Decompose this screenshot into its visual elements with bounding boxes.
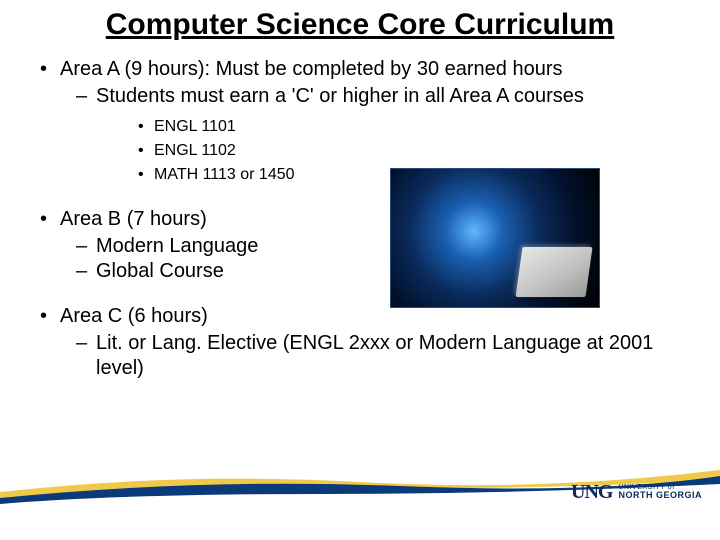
logo-mark: UNG: [571, 481, 612, 504]
area-c-item: Lit. or Lang. Elective (ENGL 2xxx or Mod…: [76, 331, 690, 381]
course-item: ENGL 1101: [138, 115, 690, 139]
slide-title: Computer Science Core Curriculum: [0, 0, 720, 43]
decorative-globe-laptop-image: [390, 168, 600, 308]
logo-line2: NORTH GEORGIA: [618, 491, 702, 501]
area-a-note: Students must earn a 'C' or higher in al…: [76, 84, 690, 109]
ung-logo: UNG UNIVERSITY of NORTH GEORGIA: [571, 481, 702, 504]
area-a-heading: Area A (9 hours): Must be completed by 3…: [38, 57, 690, 82]
slide-body: Area A (9 hours): Must be completed by 3…: [0, 43, 720, 381]
logo-text: UNIVERSITY of NORTH GEORGIA: [618, 484, 702, 502]
course-item: ENGL 1102: [138, 139, 690, 163]
